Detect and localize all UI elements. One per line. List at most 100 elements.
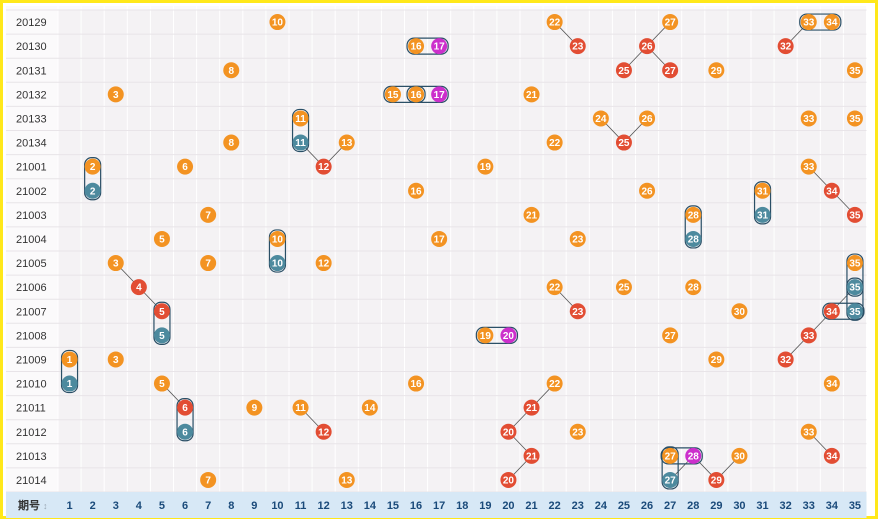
number-ball: 23 xyxy=(569,423,586,440)
number-ball: 23 xyxy=(569,303,586,320)
number-ball: 12 xyxy=(315,423,332,440)
column-label: 6 xyxy=(182,500,188,512)
number-ball-label: 28 xyxy=(688,451,700,462)
number-ball: 27 xyxy=(662,471,679,488)
number-ball: 28 xyxy=(685,230,702,247)
number-ball: 20 xyxy=(500,327,517,344)
column-label: 20 xyxy=(502,500,514,512)
number-ball: 11 xyxy=(292,110,309,127)
number-ball: 3 xyxy=(107,255,124,272)
number-ball-label: 33 xyxy=(803,18,815,29)
column-label: 18 xyxy=(456,500,468,512)
number-ball: 29 xyxy=(708,351,725,368)
period-label: 21005 xyxy=(16,258,47,270)
number-ball: 29 xyxy=(708,62,725,79)
period-label: 20129 xyxy=(16,17,47,29)
column-label: 10 xyxy=(271,500,283,512)
number-ball-label: 11 xyxy=(295,114,306,125)
number-ball: 15 xyxy=(384,86,401,103)
number-ball: 27 xyxy=(662,447,679,464)
number-ball-label: 20 xyxy=(503,475,515,486)
repeat-outline xyxy=(176,398,194,442)
number-ball-label: 30 xyxy=(734,451,746,462)
number-ball-label: 34 xyxy=(826,18,838,29)
period-label: 21010 xyxy=(16,379,47,391)
number-ball-label: 16 xyxy=(410,379,422,390)
number-ball: 22 xyxy=(546,279,563,296)
consecutive-outline xyxy=(406,37,449,55)
number-ball: 35 xyxy=(846,255,863,272)
number-ball: 10 xyxy=(269,255,286,272)
column-label: 8 xyxy=(228,500,234,512)
column-label: 22 xyxy=(549,500,561,512)
number-ball: 17 xyxy=(431,38,448,55)
number-ball: 20 xyxy=(500,471,517,488)
number-ball: 8 xyxy=(223,62,240,79)
column-label: 21 xyxy=(525,500,537,512)
number-ball-label: 30 xyxy=(734,307,746,318)
number-ball-label: 15 xyxy=(387,90,399,101)
period-label: 20134 xyxy=(16,138,47,150)
number-ball-label: 35 xyxy=(849,210,861,221)
number-ball: 33 xyxy=(800,158,817,175)
consecutive-outline xyxy=(475,326,519,344)
number-ball: 26 xyxy=(639,110,656,127)
number-ball-label: 32 xyxy=(780,355,792,366)
number-ball: 7 xyxy=(200,206,217,223)
number-ball-label: 20 xyxy=(503,427,515,438)
number-ball-label: 22 xyxy=(549,138,561,149)
repeat-outline xyxy=(684,205,702,249)
sort-arrows-icon[interactable]: ↕ xyxy=(43,501,48,511)
number-ball: 35 xyxy=(846,303,863,320)
number-ball: 9 xyxy=(246,399,263,416)
number-ball: 3 xyxy=(107,86,124,103)
number-ball: 11 xyxy=(292,134,309,151)
period-label: 21006 xyxy=(16,282,47,294)
number-ball-label: 22 xyxy=(549,18,561,29)
number-ball: 11 xyxy=(292,399,309,416)
number-ball: 35 xyxy=(846,110,863,127)
number-ball: 17 xyxy=(431,86,448,103)
number-ball-label: 29 xyxy=(711,355,723,366)
number-ball-label: 31 xyxy=(757,186,769,197)
number-ball-label: 8 xyxy=(228,66,234,77)
number-ball: 17 xyxy=(431,230,448,247)
number-ball: 27 xyxy=(662,14,679,31)
consecutive-outline xyxy=(822,302,865,320)
number-ball-label: 11 xyxy=(295,138,306,149)
number-ball-label: 35 xyxy=(849,259,861,270)
column-label: 4 xyxy=(136,500,143,512)
column-label: 25 xyxy=(618,500,630,512)
number-ball: 23 xyxy=(569,230,586,247)
number-ball: 7 xyxy=(200,255,217,272)
number-ball: 28 xyxy=(685,279,702,296)
number-ball: 22 xyxy=(546,134,563,151)
number-ball: 13 xyxy=(338,134,355,151)
number-ball: 19 xyxy=(477,158,494,175)
number-ball-label: 10 xyxy=(272,234,284,245)
number-ball-label: 33 xyxy=(803,427,815,438)
consecutive-pair-layer xyxy=(60,13,865,490)
number-ball-label: 23 xyxy=(572,307,584,318)
number-ball-label: 7 xyxy=(205,475,211,486)
period-label: 21004 xyxy=(16,234,47,246)
number-ball: 16 xyxy=(408,86,425,103)
column-label: 33 xyxy=(803,500,815,512)
number-ball-label: 29 xyxy=(711,66,723,77)
number-ball-label: 6 xyxy=(182,403,188,414)
column-label: 28 xyxy=(687,500,699,512)
number-ball: 31 xyxy=(754,206,771,223)
number-ball-label: 35 xyxy=(849,66,861,77)
number-ball-label: 5 xyxy=(159,331,165,342)
number-ball-label: 5 xyxy=(159,379,165,390)
column-header-footer: 期号 ↕ 1 2 3 4 5 6 7 8 9 10 11 12 13 14 15 16 17 18 19 20 21 22 23… xyxy=(6,492,867,518)
column-label: 32 xyxy=(780,500,792,512)
column-label: 31 xyxy=(756,500,768,512)
number-ball: 25 xyxy=(615,279,632,296)
number-ball: 26 xyxy=(639,182,656,199)
number-ball-label: 16 xyxy=(410,90,422,101)
number-ball: 20 xyxy=(500,423,517,440)
number-ball: 26 xyxy=(639,38,656,55)
